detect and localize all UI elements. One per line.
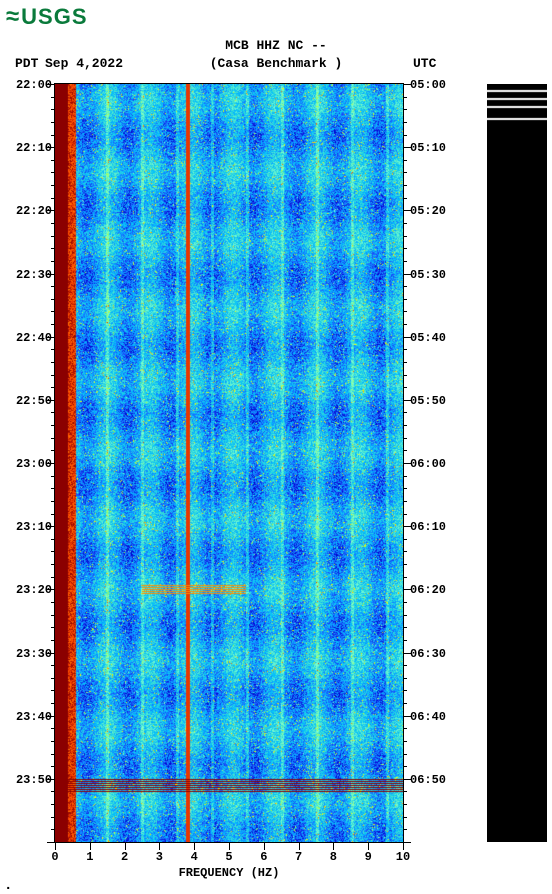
x-tick-label: 9	[358, 850, 378, 864]
y-tick-left-label: 22:30	[6, 268, 52, 282]
tick-mark	[229, 842, 230, 850]
y-tick-left-label: 22:10	[6, 141, 52, 155]
tick-mark	[264, 842, 265, 850]
y-tick-left-label: 22:20	[6, 204, 52, 218]
x-tick-label: 6	[254, 850, 274, 864]
tick-mark	[54, 83, 55, 843]
usgs-wave-icon: ≈	[6, 5, 19, 29]
y-tick-right-label: 06:20	[410, 583, 446, 597]
tick-mark	[299, 842, 300, 850]
y-tick-right-label: 06:50	[410, 773, 446, 787]
spectrogram-page: { "logo": { "wave_glyph": "≈", "text": "…	[0, 0, 552, 893]
y-tick-right-label: 05:00	[410, 78, 446, 92]
y-tick-left-label: 22:40	[6, 331, 52, 345]
y-tick-right-label: 06:10	[410, 520, 446, 534]
tick-mark	[54, 842, 404, 843]
y-tick-left-label: 22:00	[6, 78, 52, 92]
x-axis-label: FREQUENCY (HZ)	[55, 866, 403, 880]
y-tick-right-label: 05:20	[410, 204, 446, 218]
tick-mark	[159, 842, 160, 850]
tick-mark	[403, 842, 411, 843]
spectrogram-canvas	[55, 84, 403, 842]
tick-mark	[368, 842, 369, 850]
y-tick-right-label: 06:30	[410, 647, 446, 661]
y-tick-left-label: 23:10	[6, 520, 52, 534]
tick-mark	[125, 842, 126, 850]
left-timezone-label: PDT	[15, 56, 38, 71]
tick-mark	[403, 842, 404, 850]
right-timezone-label: UTC	[413, 56, 436, 71]
x-tick-label: 7	[289, 850, 309, 864]
y-tick-left-label: 23:00	[6, 457, 52, 471]
date-label: Sep 4,2022	[45, 56, 123, 71]
x-tick-label: 4	[184, 850, 204, 864]
x-tick-label: 2	[115, 850, 135, 864]
amplitude-sidebar	[487, 84, 547, 842]
tick-mark	[90, 842, 91, 850]
usgs-logo-text: USGS	[21, 4, 87, 30]
x-tick-label: 0	[45, 850, 65, 864]
spectrogram-plot	[55, 84, 403, 842]
x-tick-label: 8	[323, 850, 343, 864]
y-tick-left-label: 23:20	[6, 583, 52, 597]
x-tick-label: 5	[219, 850, 239, 864]
tick-mark	[194, 842, 195, 850]
y-tick-left-label: 23:30	[6, 647, 52, 661]
sidebar-canvas	[487, 84, 547, 842]
y-tick-right-label: 05:50	[410, 394, 446, 408]
y-tick-right-label: 05:40	[410, 331, 446, 345]
tick-mark	[54, 83, 404, 84]
footer-period: .	[4, 878, 12, 894]
x-tick-label: 3	[149, 850, 169, 864]
tick-mark	[403, 83, 404, 843]
y-tick-right-label: 06:00	[410, 457, 446, 471]
y-tick-left-label: 23:50	[6, 773, 52, 787]
tick-mark	[55, 842, 56, 850]
tick-mark	[333, 842, 334, 850]
usgs-logo: ≈ USGS	[6, 4, 88, 30]
y-tick-left-label: 23:40	[6, 710, 52, 724]
station-title: MCB HHZ NC --	[0, 38, 552, 53]
y-tick-left-label: 22:50	[6, 394, 52, 408]
y-tick-right-label: 05:10	[410, 141, 446, 155]
y-tick-right-label: 05:30	[410, 268, 446, 282]
x-tick-label: 10	[393, 850, 413, 864]
x-tick-label: 1	[80, 850, 100, 864]
y-tick-right-label: 06:40	[410, 710, 446, 724]
